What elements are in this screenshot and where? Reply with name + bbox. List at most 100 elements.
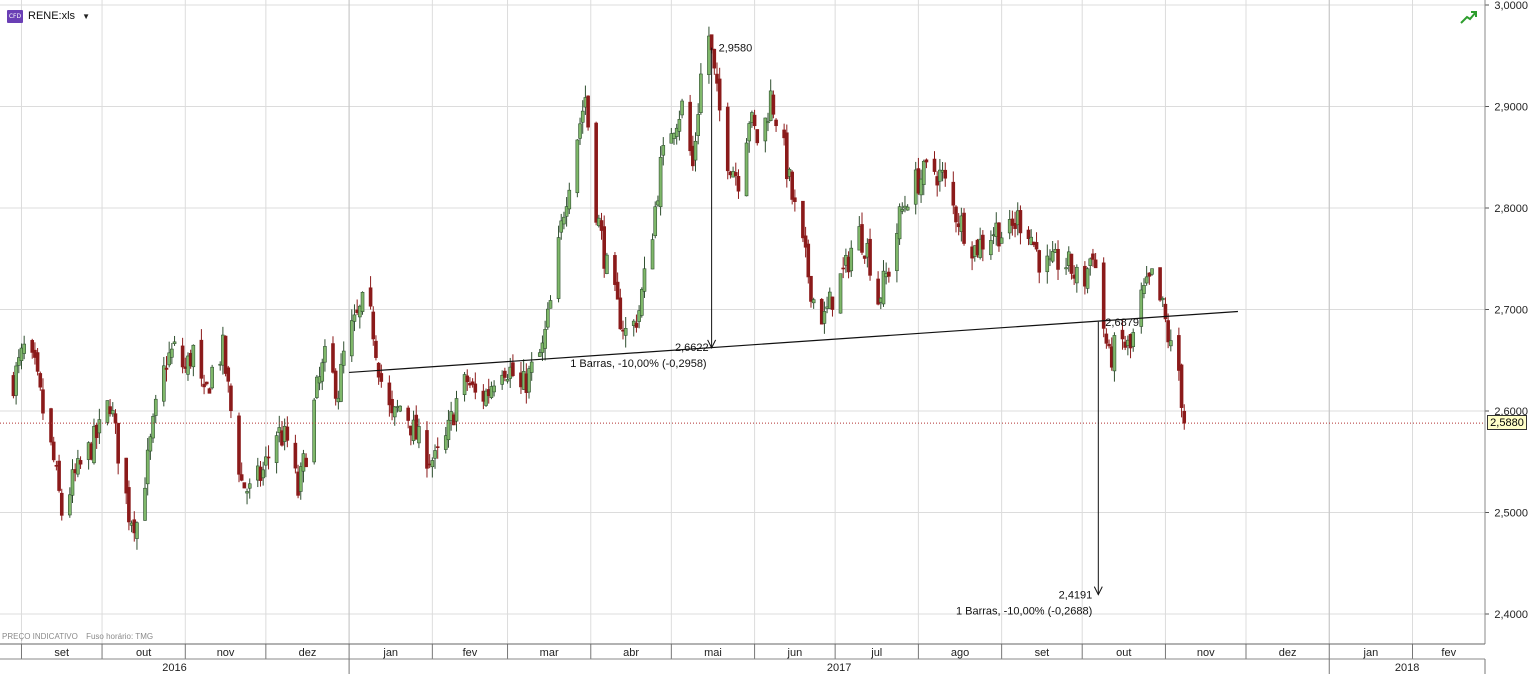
- candle-body: [1169, 340, 1173, 347]
- candle-body: [333, 370, 338, 399]
- candle-body: [567, 189, 572, 210]
- candle-body: [135, 522, 139, 539]
- candle-body: [1112, 335, 1117, 372]
- annotation-note-label: 1 Barras, -10,00% (-0,2688): [956, 606, 1092, 618]
- candle-body: [677, 119, 682, 132]
- month-label: mai: [704, 647, 722, 659]
- candle-body: [712, 48, 717, 69]
- candle-body: [180, 345, 185, 368]
- month-label: mar: [540, 647, 559, 659]
- candle-body: [709, 34, 714, 51]
- candle-body: [127, 487, 131, 523]
- candle-body: [59, 492, 64, 516]
- candle-body: [527, 368, 531, 393]
- neckline-trendline[interactable]: [349, 310, 1238, 374]
- month-label: set: [1035, 647, 1050, 659]
- candle-body: [406, 407, 410, 421]
- candle-body: [1139, 289, 1144, 327]
- price-tick-label: 2,7000: [1494, 305, 1528, 317]
- candle-body: [661, 145, 666, 156]
- price-axis[interactable]: 2,4000 2,5000 2,6000 2,7000 2,8000 2,9000 3,00…: [1484, 0, 1528, 644]
- candle-body: [755, 129, 760, 144]
- candle-body: [22, 343, 26, 354]
- caret-down-icon[interactable]: ▼: [82, 11, 90, 21]
- candle-body: [465, 375, 470, 383]
- month-label: out: [136, 647, 151, 659]
- candle-body: [323, 346, 327, 363]
- candle-body: [744, 142, 749, 197]
- candle-body: [223, 335, 228, 374]
- candle-body: [736, 176, 741, 192]
- candle-body: [771, 94, 776, 115]
- candle-body: [1037, 250, 1042, 273]
- candle-body: [387, 382, 392, 406]
- candle-body: [564, 206, 569, 217]
- candle-body: [360, 291, 365, 312]
- candle-body: [1064, 267, 1068, 270]
- candle-body: [999, 237, 1004, 244]
- candle-body: [433, 450, 437, 459]
- candle-body: [68, 494, 72, 516]
- candle-body: [642, 268, 647, 292]
- indicative-price-label: PREÇO INDICATIVO: [2, 632, 78, 641]
- candle-body: [680, 100, 684, 116]
- candle-body: [35, 352, 40, 372]
- candle-body: [688, 101, 692, 152]
- candle-body: [860, 224, 864, 253]
- trend-line-icon[interactable]: [1460, 10, 1478, 24]
- candle-body: [368, 287, 373, 307]
- candle-body: [830, 296, 835, 310]
- candle-body: [733, 172, 738, 176]
- candle-body: [1085, 268, 1090, 289]
- plot-background: [0, 0, 1485, 644]
- symbol-label[interactable]: RENE:xls: [28, 10, 76, 22]
- candle-body: [747, 123, 752, 142]
- drawings-layer[interactable]: 2,9580 2,6622 1 Barras, -10,00% (-0,2958) 2…: [0, 43, 1485, 618]
- candle-body: [1182, 410, 1187, 424]
- candle-body: [637, 310, 641, 322]
- candle-body: [16, 357, 21, 366]
- candle-body: [1150, 268, 1154, 275]
- candle-body: [801, 200, 805, 239]
- candle-body: [905, 206, 910, 211]
- month-label: jan: [1363, 647, 1379, 659]
- candle-body: [435, 446, 440, 448]
- candle-body: [876, 278, 880, 305]
- candle-body: [70, 469, 75, 496]
- candle-body: [594, 122, 598, 223]
- candle-body: [38, 373, 43, 388]
- candle-body: [954, 206, 958, 223]
- annotation-price-label: 2,9580: [719, 43, 753, 55]
- candle-body: [725, 106, 730, 172]
- annotation-price-label: 2,4191: [1059, 590, 1093, 602]
- price-tick-label: 3,0000: [1494, 0, 1528, 12]
- candle-body: [170, 348, 174, 358]
- candle-body: [191, 344, 196, 368]
- candle-body: [790, 171, 794, 200]
- candle-body: [806, 243, 811, 278]
- candles-layer: [11, 26, 1187, 550]
- candle-body: [989, 240, 993, 256]
- candle-body: [242, 482, 247, 489]
- time-axis[interactable]: set out nov dez jan fev mar abr mai jun jul ago set o…: [0, 643, 1486, 674]
- candle-body: [454, 398, 459, 422]
- month-label: fev: [1441, 647, 1456, 659]
- candle-body: [752, 114, 757, 127]
- candle-body: [951, 181, 956, 206]
- candle-body: [1088, 258, 1093, 266]
- annotation-price-label: 2,6879: [1105, 317, 1139, 329]
- candle-body: [1158, 267, 1162, 301]
- candle-body: [116, 422, 120, 464]
- candle-body: [881, 270, 886, 305]
- candle-body: [145, 449, 150, 485]
- candle-body: [57, 460, 61, 491]
- candle-body: [868, 238, 872, 276]
- candle-body: [1179, 364, 1184, 408]
- candle-body: [1013, 223, 1017, 229]
- candle-body: [331, 343, 335, 373]
- candle-body: [559, 220, 564, 233]
- candle-body: [529, 361, 534, 373]
- candle-body: [1142, 285, 1146, 294]
- candle-body: [605, 254, 609, 274]
